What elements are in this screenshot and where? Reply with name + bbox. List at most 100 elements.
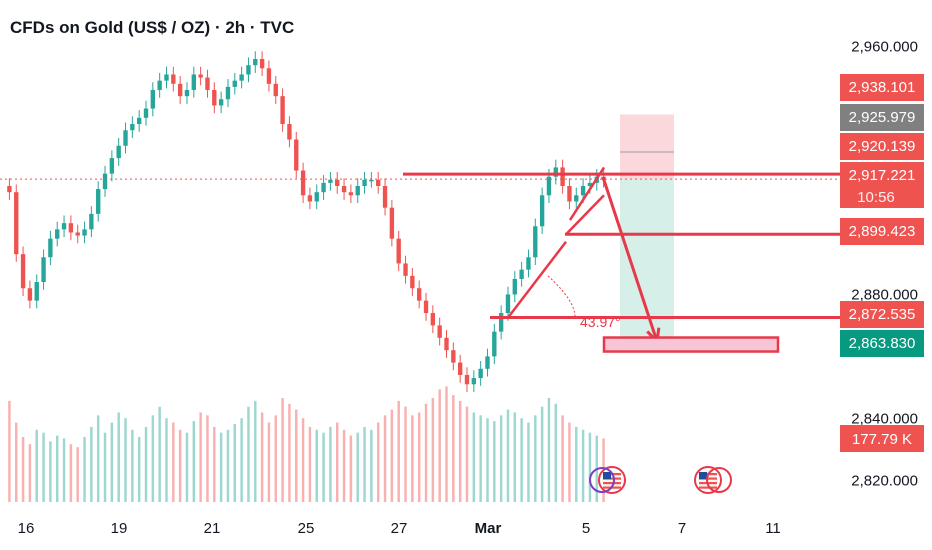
volume-bar <box>240 418 243 502</box>
volume-bar <box>431 398 435 502</box>
price-tag-label: 2,917.221 <box>849 167 916 184</box>
candle-body <box>478 368 483 379</box>
volume-bar <box>465 406 469 502</box>
volume-bar <box>561 415 564 502</box>
volume-bar <box>404 406 407 502</box>
candle-body <box>457 362 463 375</box>
candle-body <box>437 325 442 338</box>
volume-bar <box>315 429 318 502</box>
candle-body <box>41 257 46 283</box>
candle-body <box>417 288 422 301</box>
volume-bar <box>151 415 155 502</box>
angle-label: 43.97° <box>580 314 621 330</box>
y-tick-label: 2,960.000 <box>851 39 918 56</box>
target-box <box>602 336 780 353</box>
candle-body <box>280 96 285 125</box>
flag-stripe <box>699 486 717 489</box>
price-tag-label: 2,872.535 <box>849 306 916 323</box>
volume-bar <box>69 444 73 502</box>
volume-bar <box>588 432 592 502</box>
candle-body <box>485 356 490 369</box>
volume-bar <box>554 403 558 502</box>
countdown-label: 10:56 <box>857 189 895 206</box>
candle-body <box>123 130 128 146</box>
candle-body <box>294 139 299 171</box>
price-tag <box>840 104 924 131</box>
candle-body <box>553 167 558 177</box>
volume-bar <box>499 415 503 502</box>
candle-body <box>82 229 87 236</box>
candle-body <box>157 80 162 90</box>
candle-body <box>567 186 572 202</box>
candle-layer <box>7 51 606 393</box>
volume-bar <box>49 441 52 502</box>
volume-bar <box>199 412 202 502</box>
candle-body <box>143 108 149 118</box>
price-tag <box>840 133 924 160</box>
volume-bar <box>28 444 32 502</box>
candle-body <box>328 179 333 183</box>
volume-bar <box>397 400 400 502</box>
volume-bar <box>42 432 45 502</box>
candle-body <box>184 89 190 97</box>
volume-bar <box>103 432 107 502</box>
volume-bar <box>274 415 277 502</box>
angle-arc <box>547 275 576 317</box>
event-ring-icon <box>589 467 615 493</box>
volume-bar <box>178 429 182 502</box>
volume-bar <box>581 429 585 502</box>
volume-bar <box>83 437 86 502</box>
candle-body <box>362 179 367 186</box>
drawing-layer[interactable]: 43.97° <box>0 114 840 353</box>
price-tag <box>840 74 924 101</box>
candle-body <box>116 145 121 159</box>
candle-body <box>498 313 504 332</box>
x-tick-label: 16 <box>18 520 35 537</box>
event-ring-icon <box>706 467 732 493</box>
candle-body <box>27 288 33 301</box>
candle-body <box>314 192 319 202</box>
volume-bar <box>254 400 257 502</box>
x-tick-label: 19 <box>111 520 128 537</box>
candle-body <box>205 77 210 90</box>
x-tick-label: 11 <box>765 520 781 537</box>
candle-body <box>300 170 306 196</box>
candle-body <box>369 179 374 182</box>
candle-body <box>307 195 313 202</box>
x-tick-label: Mar <box>475 520 502 537</box>
candle-body <box>580 186 586 196</box>
candle-body <box>423 300 429 314</box>
candle-body <box>48 238 53 258</box>
candle-body <box>239 74 244 81</box>
y-tick-label: 2,880.000 <box>851 286 918 303</box>
volume-bar <box>575 426 578 502</box>
volume-bar <box>438 389 441 502</box>
candle-body <box>376 179 381 186</box>
volume-tag-label: 177.79 K <box>852 431 912 448</box>
us-flag-event-icon[interactable] <box>598 466 626 494</box>
candle-body <box>164 74 169 81</box>
candle-body <box>519 269 524 279</box>
candle-body <box>89 213 94 230</box>
volume-bar <box>534 415 537 502</box>
volume-bar <box>96 415 100 502</box>
volume-bar <box>349 435 353 502</box>
candle-body <box>259 58 265 69</box>
price-tag-label: 2,925.979 <box>849 109 916 126</box>
volume-bar <box>117 412 120 502</box>
candle-body <box>198 74 203 78</box>
price-tag-label: 2,920.139 <box>849 138 916 155</box>
candle-body <box>61 223 67 230</box>
candle-body <box>34 282 39 301</box>
event-layer[interactable] <box>589 466 732 494</box>
price-tag-label: 2,938.101 <box>849 79 916 96</box>
volume-bar <box>486 418 489 502</box>
price-tag-label: 2,863.830 <box>849 335 916 352</box>
candle-body <box>444 337 449 351</box>
candle-body <box>55 229 60 239</box>
candle-body <box>464 374 470 385</box>
candle-body <box>533 226 538 258</box>
candle-body <box>150 89 156 109</box>
candle-body <box>321 182 326 193</box>
